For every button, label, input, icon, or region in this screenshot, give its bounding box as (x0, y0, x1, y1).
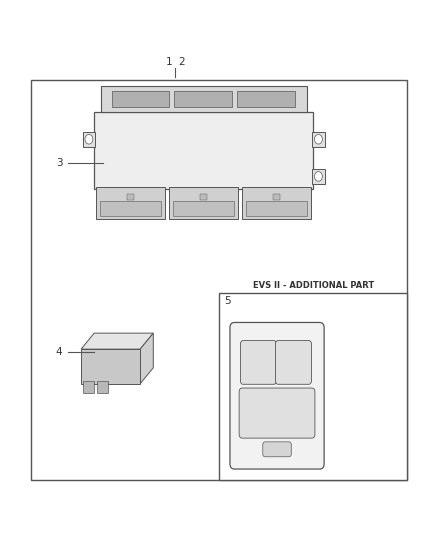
FancyBboxPatch shape (230, 322, 324, 469)
Bar (101, 86, 307, 112)
Bar (83, 381, 94, 393)
FancyBboxPatch shape (276, 341, 311, 384)
Bar (81, 349, 140, 384)
Text: 3: 3 (56, 158, 63, 167)
Polygon shape (140, 333, 153, 384)
Bar (174, 92, 232, 107)
Bar (97, 381, 108, 393)
Polygon shape (81, 333, 153, 349)
Bar (200, 195, 207, 200)
Bar (219, 293, 407, 480)
Text: 2: 2 (178, 56, 185, 67)
Bar (83, 132, 95, 147)
Text: 4: 4 (56, 347, 63, 357)
Bar (273, 195, 280, 200)
Bar (246, 201, 307, 216)
Bar (242, 187, 311, 219)
Bar (96, 187, 166, 219)
Bar (312, 132, 325, 147)
Circle shape (314, 172, 322, 181)
Bar (237, 92, 295, 107)
FancyBboxPatch shape (239, 388, 315, 438)
Text: EVS II - ADDITIONAL PART: EVS II - ADDITIONAL PART (253, 281, 374, 290)
Text: 1: 1 (165, 56, 172, 67)
FancyBboxPatch shape (263, 442, 291, 457)
Bar (94, 112, 313, 189)
Bar (100, 201, 162, 216)
Bar (127, 195, 134, 200)
Bar (312, 169, 325, 184)
FancyBboxPatch shape (240, 341, 276, 384)
Bar (173, 201, 234, 216)
Text: 5: 5 (224, 296, 231, 306)
Circle shape (85, 134, 93, 144)
Circle shape (314, 134, 322, 144)
Bar (112, 92, 170, 107)
Bar (169, 187, 238, 219)
Bar (31, 80, 407, 480)
